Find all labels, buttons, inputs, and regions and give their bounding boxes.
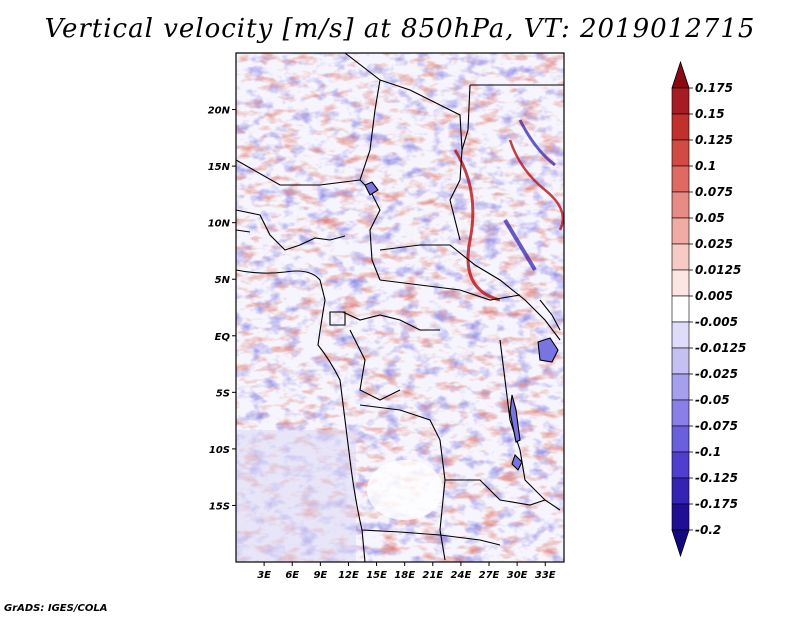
- colorbar-swatch: [671, 191, 690, 219]
- y-tick-label: 15N: [208, 162, 231, 173]
- colorbar-swatch: [671, 87, 690, 115]
- colorbar-swatch: [671, 165, 690, 193]
- colorbar-swatch: [671, 347, 690, 375]
- y-tick-label: 5N: [215, 275, 231, 286]
- lakes: [364, 181, 559, 471]
- colorbar-label: 0.125: [695, 133, 733, 147]
- x-tick-label: 24E: [451, 570, 472, 581]
- colorbar-swatch: [671, 217, 690, 245]
- y-tick-label: 5S: [216, 388, 230, 399]
- grads-credit: GrADS: IGES/COLA: [4, 603, 108, 614]
- y-tick-label: EQ: [215, 332, 231, 343]
- colorbar-swatch: [671, 503, 690, 531]
- strong-descent-band: [503, 218, 537, 272]
- calm-zone: [367, 460, 443, 520]
- y-tick-label: 15S: [209, 501, 230, 512]
- colorbar: 0.175 0.15 0.125 0.1 0.075 0.05 0.025 0.0125 0.0…: [671, 60, 746, 558]
- colorbar-swatch: [671, 113, 690, 141]
- colorbar-label: -0.075: [695, 419, 738, 433]
- colorbar-label: 0.05: [695, 211, 725, 225]
- colorbar-swatch: [671, 243, 690, 271]
- colorbar-label: -0.1: [695, 445, 721, 459]
- colorbar-label: -0.025: [695, 367, 738, 381]
- x-tick-label: 33E: [535, 570, 556, 581]
- x-tick-label: 15E: [366, 570, 387, 581]
- y-tick-label: 20N: [208, 106, 231, 117]
- colorbar-label: 0.075: [695, 185, 733, 199]
- colorbar-label: -0.2: [695, 523, 721, 537]
- map-title: Vertical velocity [m/s] at 850hPa, VT: 2…: [44, 14, 756, 44]
- strong-ascent-band: [453, 149, 501, 302]
- x-axis: 3E 6E 9E 12E 15E 18E 21E 24E 27E 30E 33E: [257, 562, 556, 581]
- y-tick-label: 10S: [209, 445, 230, 456]
- colorbar-swatch: [671, 477, 690, 505]
- colorbar-swatch: [671, 321, 690, 349]
- colorbar-swatch: [671, 399, 690, 427]
- colorbar-swatch: [671, 269, 690, 297]
- x-tick-label: 3E: [257, 570, 271, 581]
- colorbar-label: 0.175: [695, 81, 733, 95]
- x-tick-label: 21E: [422, 570, 443, 581]
- colorbar-label: -0.175: [695, 497, 738, 511]
- x-tick-label: 6E: [285, 570, 299, 581]
- country-borders: [236, 53, 564, 562]
- x-tick-label: 30E: [507, 570, 528, 581]
- x-tick-label: 27E: [479, 570, 500, 581]
- colorbar-label: -0.125: [695, 471, 738, 485]
- colorbar-label: 0.0125: [695, 263, 741, 277]
- colorbar-swatch: [671, 373, 690, 401]
- colorbar-bottom-arrow: [671, 529, 690, 558]
- colorbar-label: -0.0125: [695, 341, 746, 355]
- colorbar-swatch: [671, 425, 690, 453]
- colorbar-label: -0.05: [695, 393, 730, 407]
- x-tick-label: 9E: [313, 570, 327, 581]
- colorbar-label: 0.005: [695, 289, 733, 303]
- colorbar-swatch: [671, 139, 690, 167]
- colorbar-label: 0.15: [695, 107, 725, 121]
- colorbar-label: 0.1: [695, 159, 716, 173]
- colorbar-swatch: [671, 451, 690, 479]
- x-tick-label: 12E: [338, 570, 359, 581]
- strong-descent-band: [518, 119, 556, 167]
- colorbar-label: -0.005: [695, 315, 738, 329]
- map-panel: [236, 53, 564, 562]
- colorbar-top-arrow: [671, 60, 690, 89]
- y-tick-label: 10N: [208, 219, 231, 230]
- southwest-weak-field: [236, 430, 356, 562]
- strong-ascent-band: [508, 139, 564, 231]
- y-axis: 20N 15N 10N 5N EQ 5S 10S 15S: [208, 106, 236, 512]
- colorbar-label: 0.025: [695, 237, 733, 251]
- x-tick-label: 18E: [394, 570, 415, 581]
- colorbar-swatch: [671, 295, 690, 323]
- map-frame: [235, 52, 565, 563]
